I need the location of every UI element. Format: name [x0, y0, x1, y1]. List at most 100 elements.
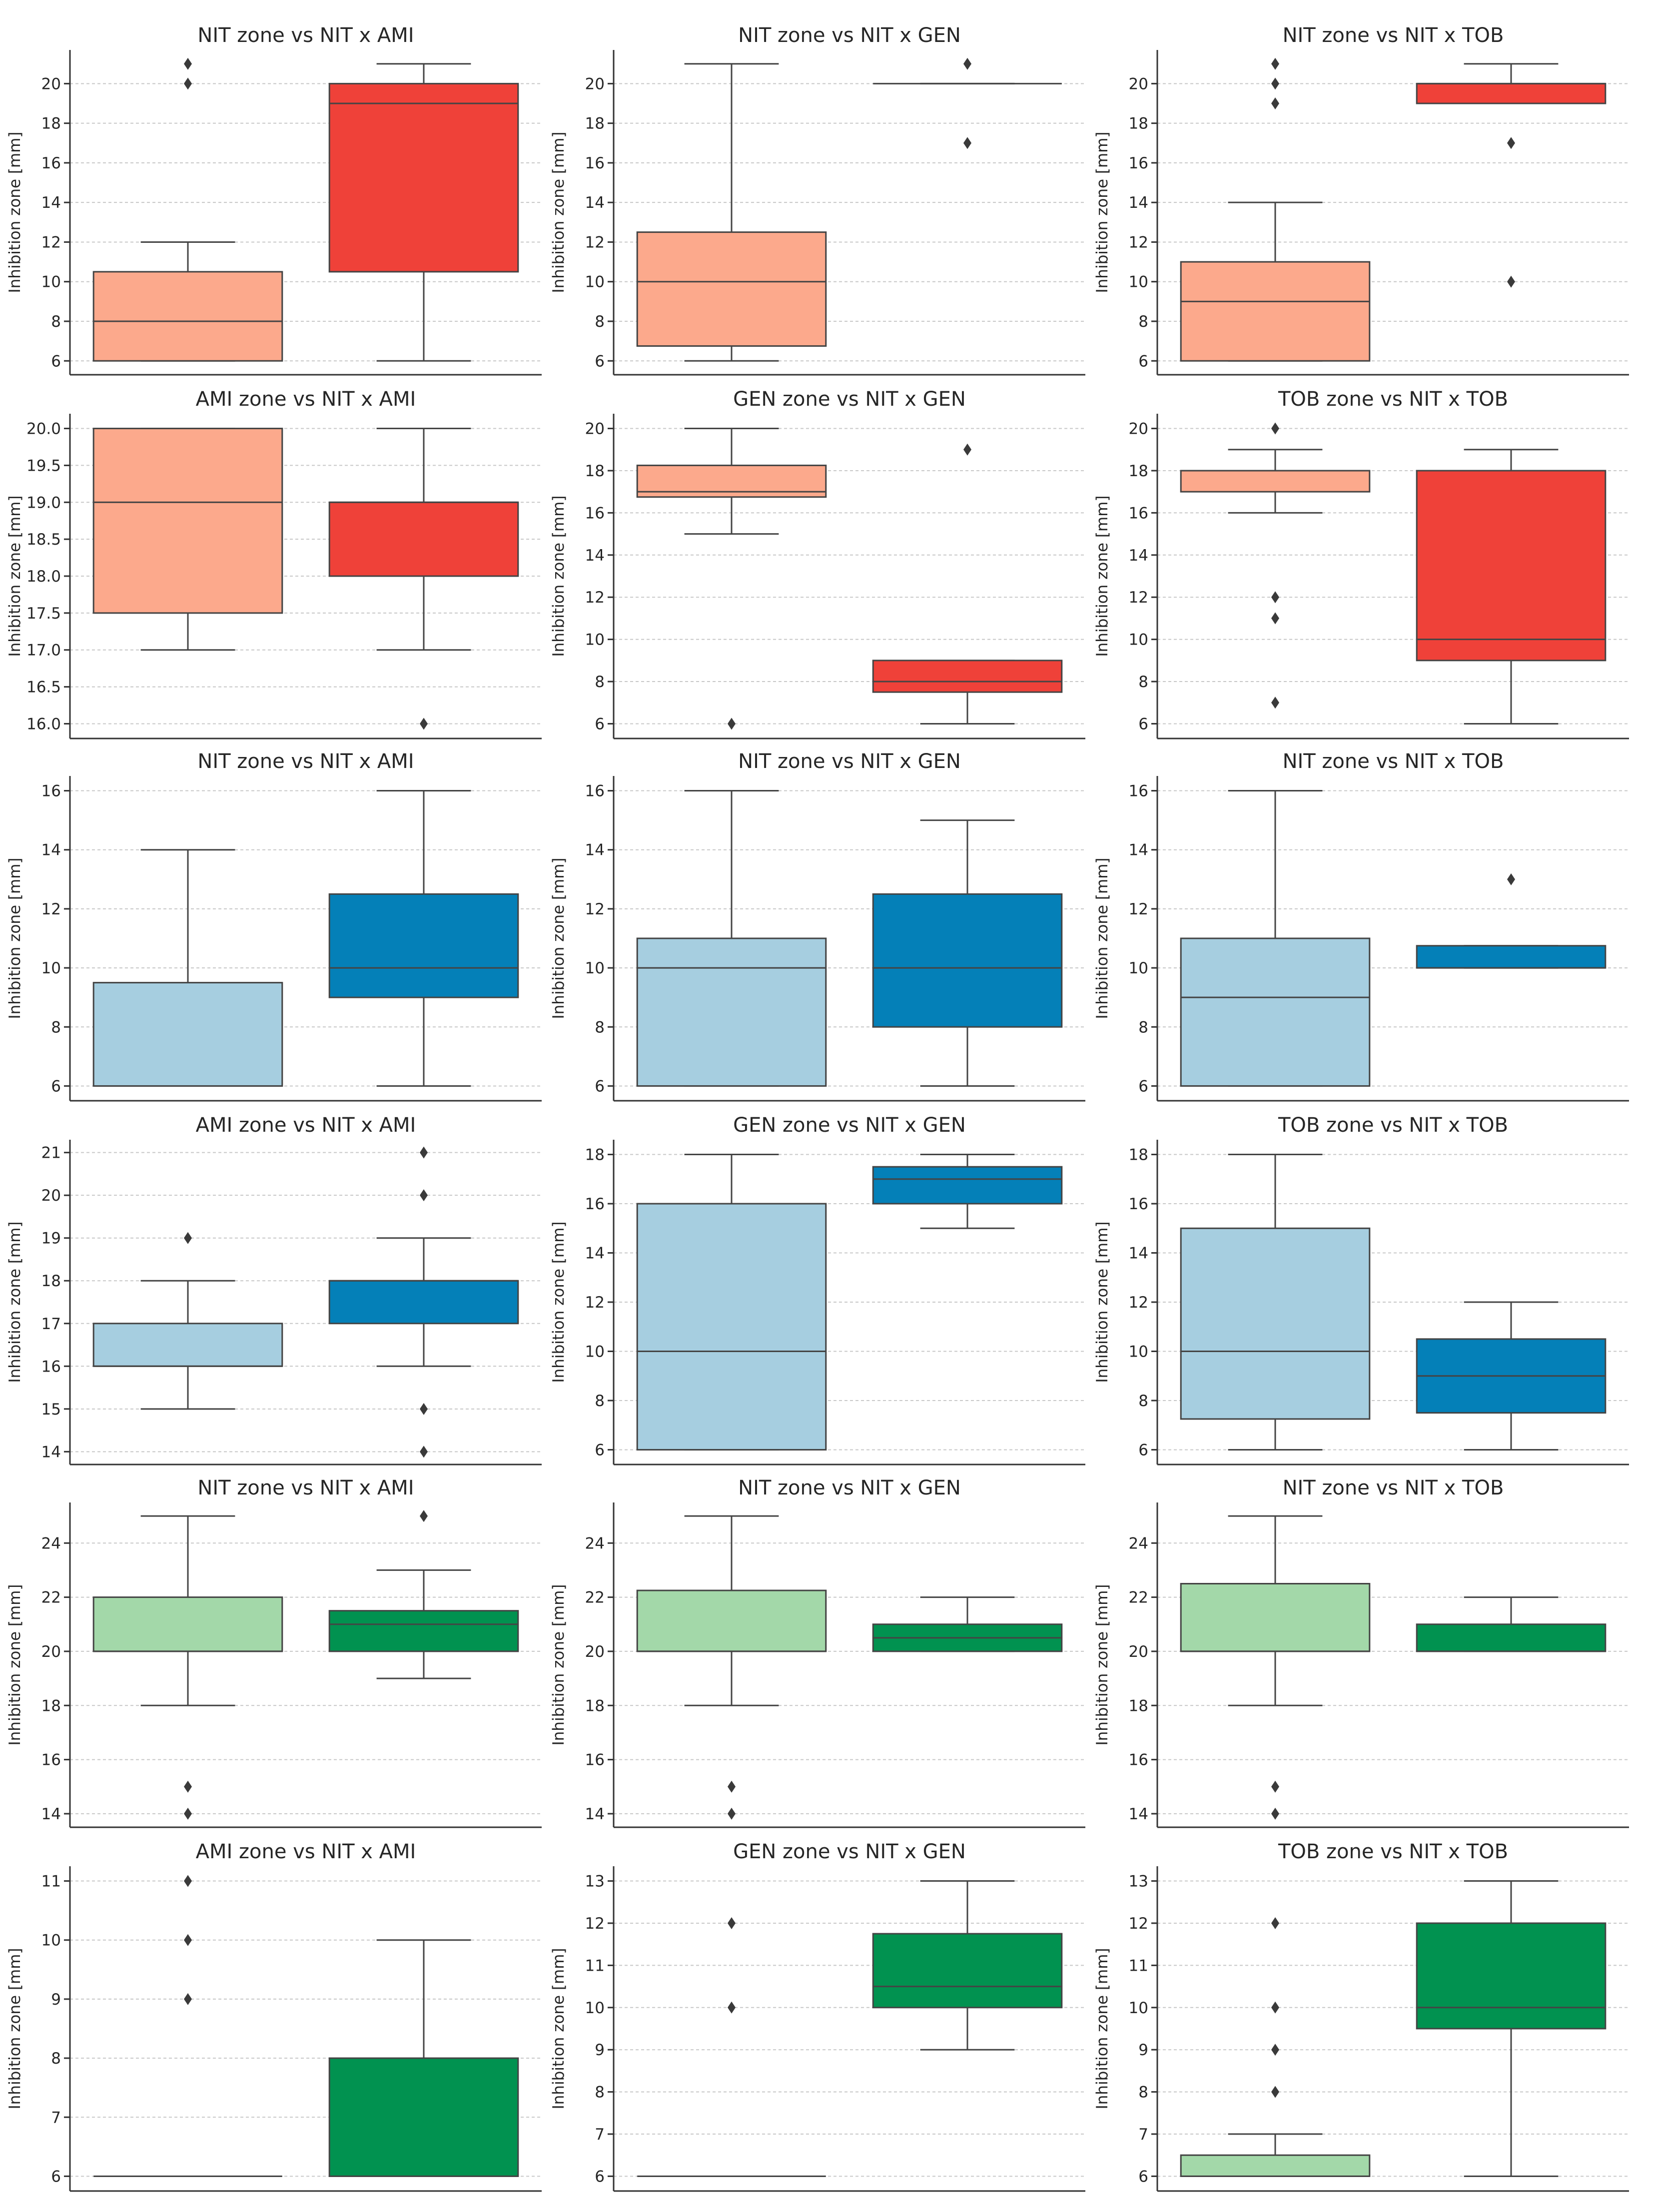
iqr-box [1180, 937, 1371, 1087]
y-tick-label: 14 [585, 1245, 605, 1263]
y-tick-label: 20 [41, 75, 61, 93]
iqr-box [328, 501, 519, 577]
box-single [637, 1917, 826, 2177]
box-single [1180, 57, 1371, 362]
y-tick-label: 20 [1129, 1643, 1148, 1661]
subplot-title: AMI zone vs NIT x AMI [196, 388, 416, 411]
y-tick-label: 11 [585, 1957, 605, 1975]
y-tick-label: 14 [585, 841, 605, 859]
y-tick-label: 12 [41, 233, 61, 251]
outlier-point [728, 1780, 736, 1793]
iqr-box [1416, 82, 1607, 104]
box-combo [328, 1939, 519, 2177]
y-tick-label: 14 [41, 1805, 61, 1823]
outlier-point [420, 1403, 428, 1415]
iqr-box [328, 2057, 519, 2177]
y-tick-label: 18 [585, 115, 605, 133]
y-tick-label: 6 [1138, 715, 1148, 733]
outlier-point [184, 1993, 192, 2005]
box-combo [1416, 63, 1607, 288]
y-tick-label: 12 [585, 233, 605, 251]
subplot-title: NIT zone vs NIT x TOB [1283, 24, 1504, 47]
iqr-box [636, 1589, 827, 1652]
y-tick-label: 18 [1129, 1697, 1148, 1715]
y-tick-label: 6 [595, 2168, 605, 2186]
y-tick-label: 18.5 [26, 531, 61, 549]
box-single [1180, 1515, 1371, 1820]
outlier-point [728, 1917, 736, 1929]
subplot-15: NIT zone vs NIT x TOB Inhibition zone [mm… [1093, 1476, 1629, 1828]
subplot-title: TOB zone vs NIT x TOB [1278, 1114, 1508, 1137]
y-tick-label: 8 [1138, 1018, 1148, 1036]
y-tick-label: 12 [585, 1915, 605, 1933]
y-axis-label: Inhibition zone [mm] [6, 1948, 24, 2110]
y-tick-label: 22 [41, 1589, 61, 1607]
y-tick-label: 18 [585, 1697, 605, 1715]
subplot-title: NIT zone vs NIT x AMI [197, 24, 414, 47]
y-tick-label: 12 [1129, 1915, 1148, 1933]
outlier-point [1507, 137, 1515, 149]
y-tick-label: 18 [585, 462, 605, 480]
box-single [636, 1154, 827, 1451]
y-tick-label: 24 [1129, 1534, 1148, 1552]
outlier-point [728, 2001, 736, 2014]
subplot-8: NIT zone vs NIT x GEN Inhibition zone [mm… [550, 750, 1085, 1102]
y-axis-label: Inhibition zone [mm] [1093, 1948, 1111, 2110]
y-tick-label: 9 [51, 1991, 61, 2009]
y-tick-label: 16.0 [26, 715, 61, 733]
y-tick-label: 18 [41, 115, 61, 133]
y-axis-label: Inhibition zone [mm] [550, 1584, 568, 1746]
box-single [1180, 1917, 1371, 2177]
subplot-title: GEN zone vs NIT x GEN [733, 1840, 966, 1863]
outlier-point [1271, 2086, 1279, 2098]
box-single [92, 1232, 283, 1410]
y-tick-label: 20 [1129, 75, 1148, 93]
y-tick-label: 8 [51, 313, 61, 331]
y-tick-label: 6 [595, 715, 605, 733]
subplot-title: TOB zone vs NIT x TOB [1278, 1840, 1508, 1863]
y-tick-label: 14 [1129, 1245, 1148, 1263]
box-combo [872, 819, 1063, 1087]
subplot-title: NIT zone vs NIT x GEN [738, 24, 961, 47]
y-axis-label: Inhibition zone [mm] [550, 1222, 568, 1383]
y-tick-label: 8 [1138, 1392, 1148, 1410]
outlier-point [963, 137, 971, 149]
outlier-point [420, 1146, 428, 1159]
y-tick-label: 10 [1129, 631, 1148, 649]
y-axis-label: Inhibition zone [mm] [1093, 132, 1111, 293]
subplot-12: TOB zone vs NIT x TOB Inhibition zone [mm… [1093, 1114, 1629, 1466]
subplot-9: NIT zone vs NIT x TOB Inhibition zone [mm… [1093, 750, 1629, 1102]
y-tick-label: 16 [585, 782, 605, 800]
outlier-point [184, 77, 192, 90]
iqr-box [1180, 1583, 1371, 1652]
outlier-point [1507, 873, 1515, 885]
iqr-box [92, 1323, 283, 1367]
iqr-box [328, 1280, 519, 1325]
iqr-box [872, 660, 1063, 693]
y-tick-label: 14 [41, 1443, 61, 1461]
iqr-box [92, 1596, 283, 1652]
subplot-7: NIT zone vs NIT x AMI Inhibition zone [mm… [6, 750, 542, 1102]
y-tick-label: 14 [41, 841, 61, 859]
box-single [636, 790, 827, 1087]
y-tick-label: 12 [41, 900, 61, 918]
y-tick-label: 10 [1129, 1999, 1148, 2017]
box-combo [1416, 1596, 1607, 1652]
box-single [636, 63, 827, 362]
y-tick-label: 16 [41, 1358, 61, 1376]
y-tick-label: 16.5 [26, 679, 61, 697]
y-tick-label: 19.5 [26, 457, 61, 475]
y-tick-label: 16 [585, 1751, 605, 1769]
y-tick-label: 6 [595, 1077, 605, 1095]
iqr-box [872, 893, 1063, 1028]
box-combo [873, 57, 1062, 149]
y-tick-label: 10 [1129, 1343, 1148, 1361]
iqr-box [1180, 2154, 1371, 2177]
y-tick-label: 18 [585, 1146, 605, 1164]
y-axis-label: Inhibition zone [mm] [550, 132, 568, 293]
y-tick-label: 6 [1138, 352, 1148, 370]
y-tick-label: 24 [41, 1534, 61, 1552]
outlier-point [184, 57, 192, 70]
y-axis-label: Inhibition zone [mm] [550, 858, 568, 1019]
y-tick-label: 10 [585, 1343, 605, 1361]
